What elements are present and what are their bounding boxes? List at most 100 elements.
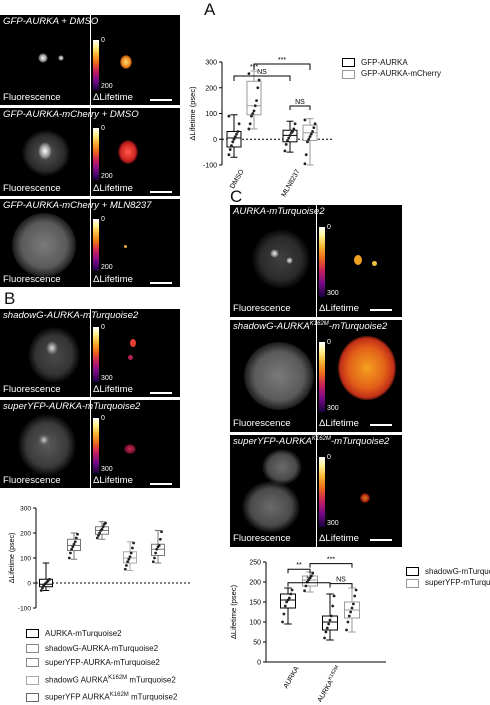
colorbar-min: 0 (101, 125, 105, 132)
data-point (324, 630, 328, 634)
lifetime-label: ΔLifetime (319, 418, 360, 429)
sig-bracket-ns (329, 583, 353, 588)
y-tick-label: 0 (257, 660, 261, 667)
data-point (331, 604, 335, 608)
data-point (307, 578, 311, 582)
data-point (309, 574, 313, 578)
box (322, 615, 338, 631)
y-tick-label: -100 (18, 606, 31, 613)
micrograph-title: superYFP-AURKA-mTurquoise2 (3, 401, 141, 412)
sig-bracket (287, 568, 311, 574)
scale-bar (370, 309, 392, 311)
data-point (157, 544, 161, 547)
data-point (292, 127, 296, 131)
data-point (349, 610, 353, 614)
legend-swatch (342, 58, 355, 68)
micrograph-c1: AURKA-mTurquoise2 0 300 Fluorescence ΔLi… (230, 205, 402, 317)
cell-spot (130, 339, 136, 347)
y-tick-label: 50 (253, 640, 261, 647)
data-point (97, 534, 100, 537)
y-tick-label: 100 (205, 111, 217, 118)
data-point (329, 614, 333, 618)
scale-bar (150, 191, 172, 193)
sig-bracket-label: ** (296, 562, 302, 569)
colorbar-max: 200 (101, 83, 113, 90)
cell-body (262, 449, 302, 485)
data-point (312, 126, 316, 130)
data-point (256, 86, 260, 90)
chart-a-legend: GFP-AURKA GFP-AURKA-mCherry (342, 58, 441, 79)
data-point (308, 135, 312, 139)
data-point (250, 114, 253, 118)
cell-spot (58, 55, 64, 61)
data-point (354, 588, 358, 592)
divider (316, 435, 317, 547)
data-point (130, 546, 134, 550)
scale-bar (370, 424, 392, 426)
data-point (160, 530, 163, 534)
cell-body (28, 327, 80, 383)
lifetime-label: ΔLifetime (319, 303, 360, 314)
y-tick-label: 250 (249, 560, 261, 567)
y-axis-label: ΔLifetime (psec) (9, 533, 16, 584)
data-point (69, 551, 72, 555)
lifetime-colorbar (93, 40, 99, 90)
data-point (311, 571, 315, 575)
chart-b: 300 200 100 0 -100 ΔLifetime (psec) (9, 506, 190, 613)
sig-bracket (253, 63, 311, 70)
lifetime-colorbar (93, 327, 99, 382)
data-point (123, 567, 127, 571)
micrograph-title: shadowG-AURKAK162M-mTurquoise2 (233, 321, 388, 333)
data-point (289, 592, 293, 596)
legend-item: shadowG AURKAK162M mTurquoise2 (26, 671, 177, 688)
legend-item: superYFP-mTurquoise2 (406, 578, 490, 588)
data-point (228, 148, 232, 151)
divider (316, 320, 317, 432)
colorbar-min: 0 (327, 224, 331, 231)
data-point (351, 602, 355, 606)
data-point (346, 620, 350, 624)
data-point (154, 551, 158, 555)
fluorescence-label: Fluorescence (3, 384, 61, 395)
colorbar-min: 0 (101, 37, 105, 44)
data-point (76, 532, 79, 536)
data-point (41, 586, 44, 590)
colorbar-min: 0 (101, 216, 105, 223)
data-point (98, 531, 102, 535)
cell-body (12, 213, 76, 277)
legend-item: superYFP AURKAK162M mTurquoise2 (26, 688, 177, 705)
panel-letter-b: B (4, 289, 16, 308)
data-point (252, 109, 256, 113)
fluorescence-label: Fluorescence (233, 418, 291, 429)
x-tick-label: AURKAK162M (315, 665, 343, 703)
sig-bracket-ns (289, 105, 311, 110)
data-point (125, 564, 128, 567)
data-point (353, 594, 357, 598)
cell-spot (118, 140, 138, 164)
micrograph-title: superYFP-AURKAK162M-mTurquoise2 (233, 436, 390, 448)
cell-body-lifetime (338, 336, 396, 400)
lifetime-colorbar (93, 219, 99, 271)
box (246, 80, 262, 116)
colorbar-min: 0 (327, 339, 331, 346)
data-point (287, 136, 291, 140)
colorbar-max: 300 (327, 290, 339, 297)
data-point (132, 541, 135, 545)
data-point (345, 628, 348, 632)
data-point (303, 589, 306, 593)
sig-bracket-label: *** (278, 57, 286, 64)
chart-b-legend: AURKA-mTurquoise2 shadowG-AURKA-mTurquoi… (26, 627, 177, 705)
divider (90, 108, 91, 196)
cell-body (242, 481, 300, 533)
data-point (227, 114, 231, 118)
colorbar-max: 200 (101, 173, 113, 180)
lifetime-label: ΔLifetime (93, 183, 134, 194)
data-point (251, 112, 255, 115)
cell-body (252, 229, 310, 289)
micrograph-c2: shadowG-AURKAK162M-mTurquoise2 0 300 Flu… (230, 320, 402, 432)
data-point (227, 153, 231, 157)
x-tick-label: MLN8237 (280, 168, 301, 198)
data-point (39, 589, 43, 592)
fluorescence-label: Fluorescence (233, 303, 291, 314)
